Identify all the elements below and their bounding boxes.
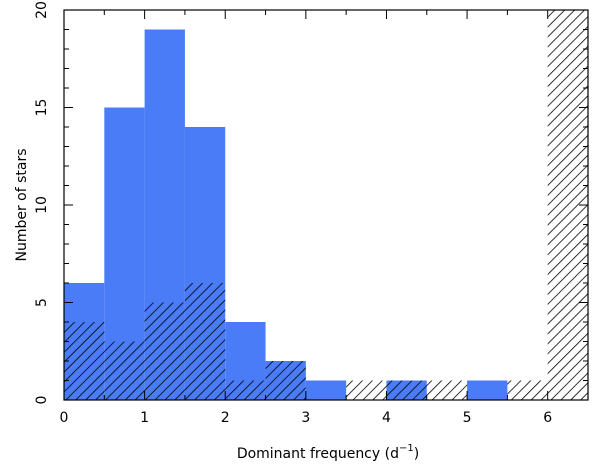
hatched-bar-5 xyxy=(265,361,306,400)
tick-labels-group: 0 1 2 3 4 5 6 0 5 10 15 20 xyxy=(34,1,552,426)
hatched-bar-4 xyxy=(225,380,266,400)
x-axis-title: Dominant frequency (d−1) xyxy=(237,443,419,462)
hatched-bar-3 xyxy=(184,283,226,400)
hatched-bar-0 xyxy=(64,322,105,400)
hatched-bar-9 xyxy=(426,380,468,400)
hatched-bar-1 xyxy=(104,341,145,400)
hatched-bar-8 xyxy=(386,380,427,400)
solid-bar-6 xyxy=(305,380,347,400)
y-tick-label: 5 xyxy=(34,298,50,307)
solid-bar-10 xyxy=(467,380,508,400)
hatched-bar-7 xyxy=(346,380,387,400)
hatched-bar-2 xyxy=(144,302,185,400)
x-tick-label: 0 xyxy=(60,410,69,426)
x-tick-label: 1 xyxy=(140,410,149,426)
x-tick-label: 2 xyxy=(221,410,230,426)
hatched-bars-group xyxy=(64,10,588,400)
x-tick-label: 6 xyxy=(543,410,552,426)
x-tick-label: 4 xyxy=(382,410,391,426)
y-tick-label: 0 xyxy=(34,396,50,405)
ticks-group xyxy=(63,9,589,401)
x-tick-label: 3 xyxy=(301,410,310,426)
y-tick-label: 10 xyxy=(34,196,50,214)
y-tick-label: 20 xyxy=(34,1,50,19)
x-tick-label: 5 xyxy=(463,410,472,426)
hatched-bar-11 xyxy=(507,380,548,400)
y-axis-title: Number of stars xyxy=(14,148,30,261)
y-tick-label: 15 xyxy=(34,99,50,117)
